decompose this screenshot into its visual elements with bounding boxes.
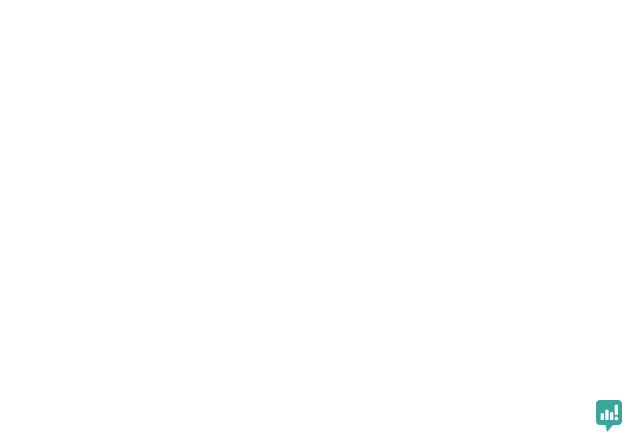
chart-footer — [0, 399, 631, 439]
newsworthy-bars-icon — [596, 400, 622, 432]
newsworthy-logo — [596, 400, 628, 432]
